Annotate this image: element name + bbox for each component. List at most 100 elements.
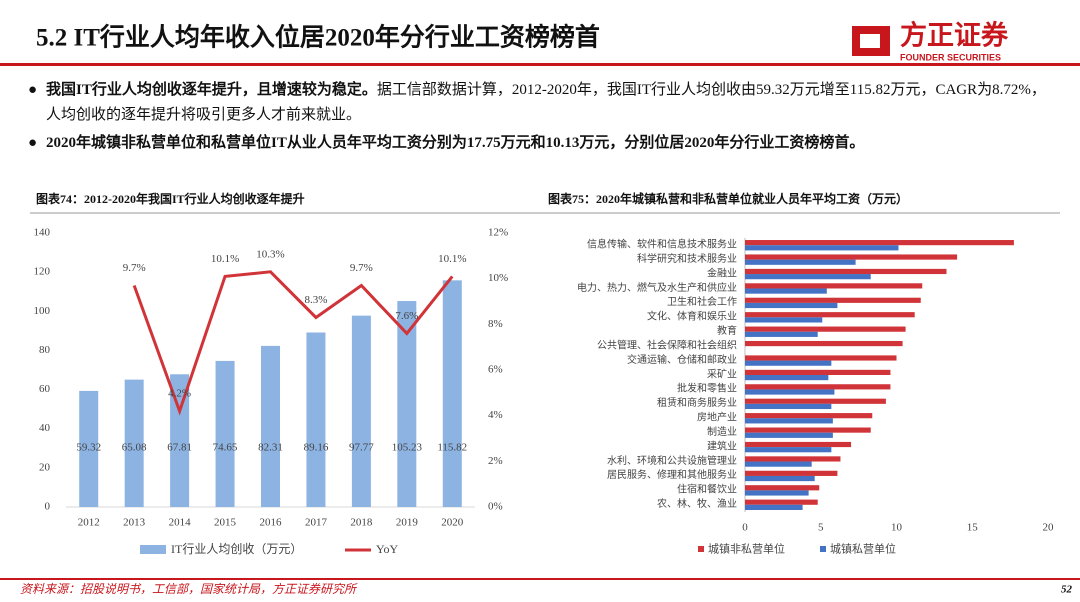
bar <box>79 390 99 507</box>
value-label: 89.16 <box>304 442 329 454</box>
y-tick-label: 100 <box>34 305 51 317</box>
category-label: 交通运输、仓储和邮政业 <box>627 353 737 366</box>
bar <box>745 504 803 510</box>
logo-name: 方正证券 <box>900 20 1009 52</box>
bar <box>745 297 921 303</box>
y2-tick-label: 4% <box>488 409 503 421</box>
category-label: 公共管理、社会保障和社会组织 <box>597 338 737 351</box>
x-tick-label: 20 <box>1043 522 1055 534</box>
value-label: 82.31 <box>258 442 283 454</box>
value-label: 59.32 <box>76 442 101 454</box>
bar <box>124 379 144 507</box>
category-label: 水利、环境和公共设施管理业 <box>607 454 737 467</box>
bar <box>261 345 280 507</box>
category-label: 采矿业 <box>707 367 737 380</box>
bar <box>745 461 812 467</box>
value-label: 8.3% <box>304 294 327 306</box>
legend-swatch <box>698 546 704 552</box>
bar <box>745 470 838 476</box>
logo-icon-inner <box>860 34 880 48</box>
legend-label: 城镇私营单位 <box>830 542 896 556</box>
category-label: 房地产业 <box>697 411 737 424</box>
bar <box>745 398 886 404</box>
value-label: 10.1% <box>211 253 239 265</box>
value-label: 74.65 <box>213 442 238 454</box>
bar <box>745 317 823 323</box>
x-tick-label: 2016 <box>260 517 283 529</box>
bar <box>745 499 818 505</box>
legend-label: 城镇非私营单位 <box>708 542 785 556</box>
category-label: 科学研究和技术服务业 <box>637 252 737 265</box>
value-label: 10.3% <box>256 248 284 260</box>
value-label: 97.77 <box>349 442 374 454</box>
bar <box>745 375 829 381</box>
y-tick-label: 140 <box>34 227 51 239</box>
value-label: 115.82 <box>437 442 467 454</box>
bar <box>745 326 906 332</box>
y-tick-label: 60 <box>39 383 51 395</box>
x-tick-label: 0 <box>742 522 748 534</box>
bar <box>306 332 326 507</box>
x-tick-label: 2017 <box>305 517 328 529</box>
x-tick-label: 2020 <box>441 517 464 529</box>
bar <box>170 374 190 507</box>
value-label: 67.81 <box>167 442 192 454</box>
bar <box>745 441 852 448</box>
x-tick-label: 2014 <box>169 517 192 529</box>
value-label: 10.1% <box>438 253 466 265</box>
y-tick-label: 20 <box>39 461 51 473</box>
category-label: 农、林、牧、渔业 <box>657 497 737 510</box>
legend-swatch <box>140 545 166 554</box>
bar <box>745 413 873 419</box>
bar <box>745 384 891 390</box>
bar <box>745 283 923 289</box>
bar <box>745 274 871 280</box>
bar <box>397 301 417 507</box>
bar <box>745 369 891 375</box>
value-label: 9.7% <box>123 262 146 274</box>
x-tick-label: 10 <box>891 522 903 534</box>
bar <box>442 280 462 507</box>
bullet-dot: ● <box>28 82 38 98</box>
value-label: 65.08 <box>122 442 147 454</box>
logo-sub: FOUNDER SECURITIES <box>900 52 1001 62</box>
category-label: 信息传输、软件和信息技术服务业 <box>587 238 737 251</box>
bullet: ● 2020年城镇非私营单位和私营单位IT从业人员年平均工资分别为17.75万元和… <box>28 131 1058 156</box>
x-tick-label: 5 <box>818 522 824 534</box>
bar <box>745 447 832 453</box>
bar <box>745 302 838 309</box>
category-label: 电力、热力、燃气及水生产和供应业 <box>577 281 737 294</box>
bar <box>745 240 1014 246</box>
bullet-normal: 据工信部数据计算，2012-2020年，我国IT行业人均创收由59.32万元增至… <box>46 82 1046 123</box>
bar <box>745 340 903 347</box>
bar <box>745 490 809 496</box>
x-tick-label: 2015 <box>214 517 237 529</box>
y2-tick-label: 6% <box>488 364 503 376</box>
bar <box>745 355 897 361</box>
line <box>132 270 454 416</box>
footer-rule <box>0 578 1080 580</box>
bar <box>745 360 832 366</box>
y2-tick-label: 2% <box>488 455 503 467</box>
bar <box>745 427 871 433</box>
bar <box>745 418 833 424</box>
value-label: 105.23 <box>392 442 423 454</box>
y-tick-label: 80 <box>39 344 51 356</box>
y2-tick-label: 10% <box>488 272 508 284</box>
bullet-dot: ● <box>28 135 38 151</box>
bar <box>215 360 235 507</box>
legend-swatch <box>820 546 826 552</box>
bullet-text: 2020年城镇非私营单位和私营单位IT从业人员年平均工资分别为17.75万元和1… <box>46 131 1058 156</box>
bullet-bold: 我国IT行业人均创收逐年提升，且增速较为稳定。 <box>46 82 377 98</box>
chart-title: 图表74：2012-2020年我国IT行业人均创收逐年提升 <box>36 191 305 206</box>
x-tick-label: 2013 <box>123 517 146 529</box>
legend-label: YoY <box>376 542 398 556</box>
bar <box>745 245 899 251</box>
x-tick-label: 2012 <box>78 517 100 529</box>
bar <box>745 403 832 410</box>
value-label: 4.2% <box>168 388 191 400</box>
bullet: ● 我国IT行业人均创收逐年提升，且增速较为稳定。据工信部数据计算，2012-20… <box>28 78 1058 128</box>
y-tick-label: 0 <box>45 501 51 513</box>
